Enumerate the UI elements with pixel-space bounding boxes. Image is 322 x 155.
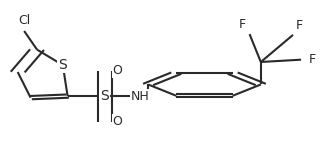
Text: F: F (296, 19, 303, 32)
Text: S: S (100, 89, 109, 103)
Text: F: F (309, 53, 316, 66)
Text: NH: NH (131, 90, 149, 103)
Text: S: S (58, 58, 67, 72)
Text: Cl: Cl (18, 14, 30, 27)
Text: O: O (113, 64, 122, 77)
Text: O: O (113, 115, 122, 128)
Text: F: F (239, 18, 246, 31)
